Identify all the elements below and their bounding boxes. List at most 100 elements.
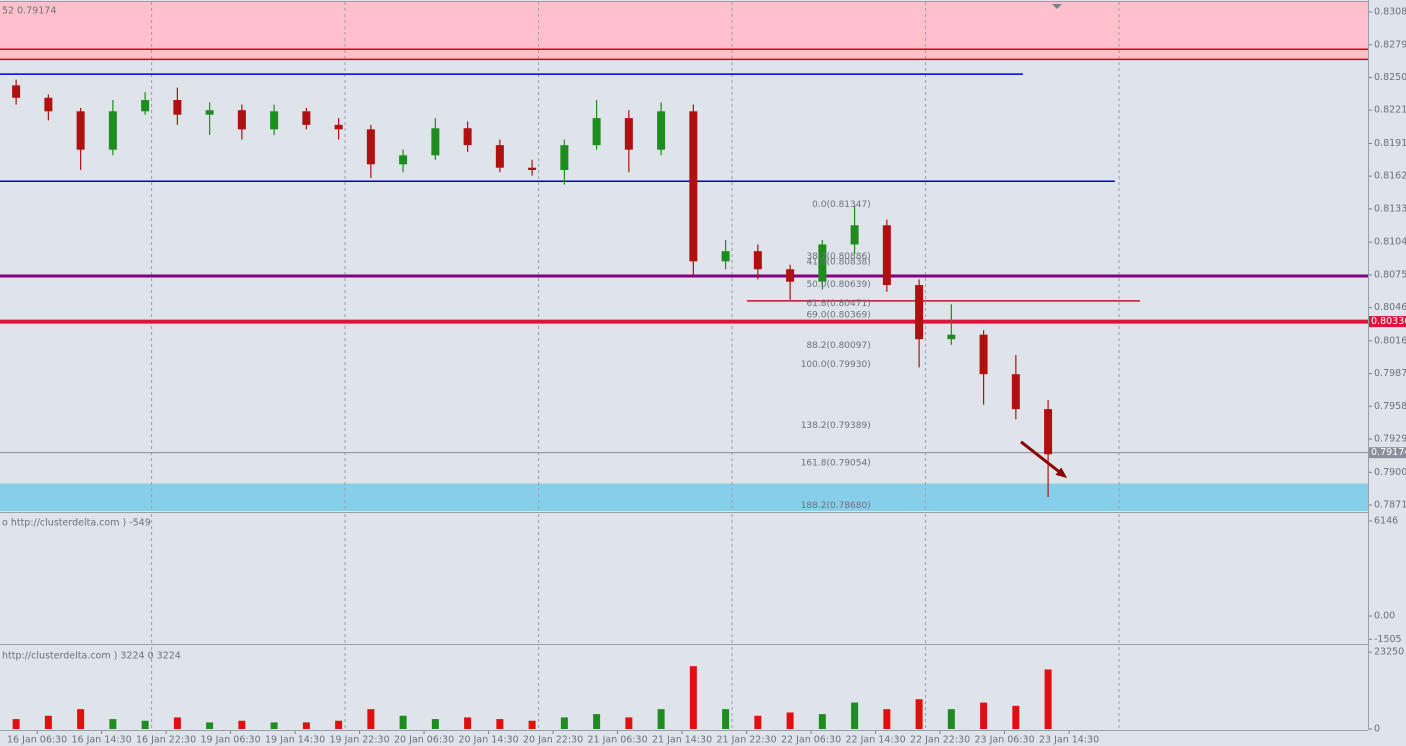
volume-bar [367,709,375,729]
candle-body [334,124,343,130]
volume-bar [560,717,568,729]
x-tick-label: 23 Jan 06:30 [974,735,1034,746]
x-tick-label: 20 Jan 14:30 [458,735,518,746]
candle-body [818,244,827,282]
y-tick-label: 0.81335 [1374,203,1406,214]
candle-body [592,118,601,146]
candle-body [528,167,537,170]
price-label-box [1369,447,1406,459]
y-tick-label: 0.79875 [1374,368,1406,379]
candle-body [624,118,633,150]
candle-body [753,251,762,270]
price-zone [0,483,1368,511]
x-tick-label: 23 Jan 14:30 [1039,735,1099,746]
panel-title: o http://clusterdelta.com ) -549 [2,518,151,529]
candle-body [560,145,569,170]
candle-body [44,97,53,112]
candle-body [108,111,117,150]
volume-bar [173,717,181,729]
candle-body [689,111,698,262]
fib-label: 100.0(0.79930) [801,360,871,370]
candle-body [947,334,956,340]
x-tick-label: 20 Jan 06:30 [394,735,454,746]
y-tick-label: 0.80165 [1374,335,1406,346]
volume-bar [270,722,278,729]
volume-bar [109,719,117,729]
y-tick-label: 6146 [1374,516,1398,527]
volume-bar [851,702,859,729]
fib-label: 188.2(0.78680) [801,501,871,511]
volume-bar [141,720,149,729]
fib-label: 161.8(0.79054) [801,459,871,469]
volume-bar [915,699,923,729]
price-label-box [1369,316,1406,328]
candle-body [1044,409,1053,455]
candle-body [141,100,150,112]
price-zone [0,2,1368,60]
y-tick-label: 0.79585 [1374,401,1406,412]
candle-body [270,111,279,130]
x-tick-label: 22 Jan 06:30 [781,735,841,746]
trend-arrow [1020,440,1064,476]
candle-body [12,85,21,98]
x-tick-label: 22 Jan 14:30 [845,735,905,746]
x-tick-label: 22 Jan 22:30 [910,735,970,746]
volume-bar [689,666,697,729]
volume-bar [657,709,665,729]
candle-body [915,285,924,340]
volume-bar [399,715,407,729]
candle-body [495,145,504,168]
volume-bar [302,722,310,729]
price-label: 0.79174 [1371,447,1406,458]
x-tick-label: 21 Jan 06:30 [587,735,647,746]
y-tick-label: 0.81915 [1374,138,1406,149]
candle-body [205,110,214,115]
candle-body [850,225,859,245]
candle-body [1011,374,1020,410]
volume-bar [528,720,536,729]
fib-label: 138.2(0.79389) [801,421,871,431]
x-tick-label: 21 Jan 14:30 [652,735,712,746]
candle-body [657,111,666,150]
fib-label: 50.0(0.80639) [806,280,870,290]
candle-body [302,111,311,125]
volume-bar [496,719,504,729]
volume-bar [1012,705,1020,729]
volume-bar [77,709,85,729]
y-tick-label: 0.79295 [1374,434,1406,445]
candle-body [882,225,891,286]
x-tick-label: 16 Jan 22:30 [136,735,196,746]
candle-body [463,128,472,146]
volume-bar [206,722,214,729]
y-tick-label: -1505 [1374,634,1402,645]
panel-title: 52 0.79174 [2,6,56,17]
volume-bar [625,717,633,729]
candle-body [721,251,730,262]
volume-bar [786,712,794,729]
y-tick-label: 0.00 [1374,611,1395,622]
x-tick-label: 20 Jan 22:30 [523,735,583,746]
candle-body [399,155,408,165]
candle-body [76,111,85,150]
fib-label: 41.0(0.80838) [806,257,870,267]
volume-bar [431,719,439,729]
candle-body [431,128,440,156]
volume-bar [754,715,762,729]
x-tick-label: 19 Jan 22:30 [329,735,389,746]
y-tick-label: 0.78710 [1374,500,1406,511]
volume-bar [818,714,826,729]
fib-label: 0.0(0.81347) [812,200,871,210]
y-tick-label: 23250 [1374,647,1404,658]
x-tick-label: 21 Jan 22:30 [716,735,776,746]
volume-bar [980,702,988,729]
candle-body [237,110,246,130]
candle-body [786,269,795,282]
